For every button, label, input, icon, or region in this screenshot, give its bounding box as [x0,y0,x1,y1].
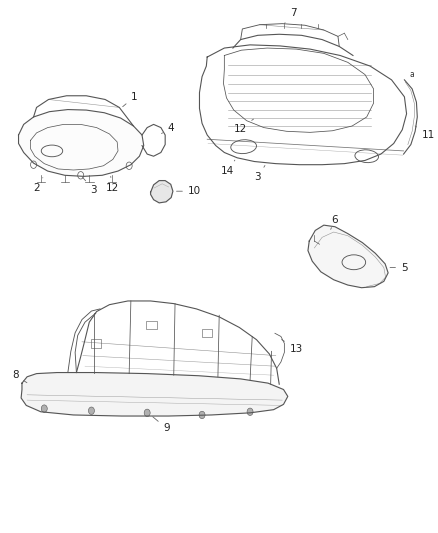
Text: 10: 10 [177,186,201,196]
Text: 12: 12 [233,119,254,134]
Text: 9: 9 [153,417,170,433]
Polygon shape [151,181,173,203]
Text: 3: 3 [83,177,97,195]
Text: 12: 12 [106,176,119,193]
Text: a: a [410,70,414,79]
Text: 8: 8 [12,370,27,383]
Circle shape [41,405,47,413]
Circle shape [199,411,205,419]
Circle shape [144,409,150,417]
Circle shape [247,408,253,416]
Text: 3: 3 [254,165,265,182]
Text: 4: 4 [162,123,174,134]
Text: 2: 2 [33,177,43,193]
Circle shape [88,407,95,415]
Polygon shape [308,225,388,288]
Text: 14: 14 [221,160,235,176]
Text: 1: 1 [123,92,138,107]
Text: 11: 11 [415,126,435,140]
Text: 6: 6 [331,215,338,229]
Polygon shape [18,110,144,176]
Text: 5: 5 [390,263,408,272]
Text: 13: 13 [282,340,303,354]
Polygon shape [21,373,288,416]
Text: 7: 7 [284,8,296,23]
